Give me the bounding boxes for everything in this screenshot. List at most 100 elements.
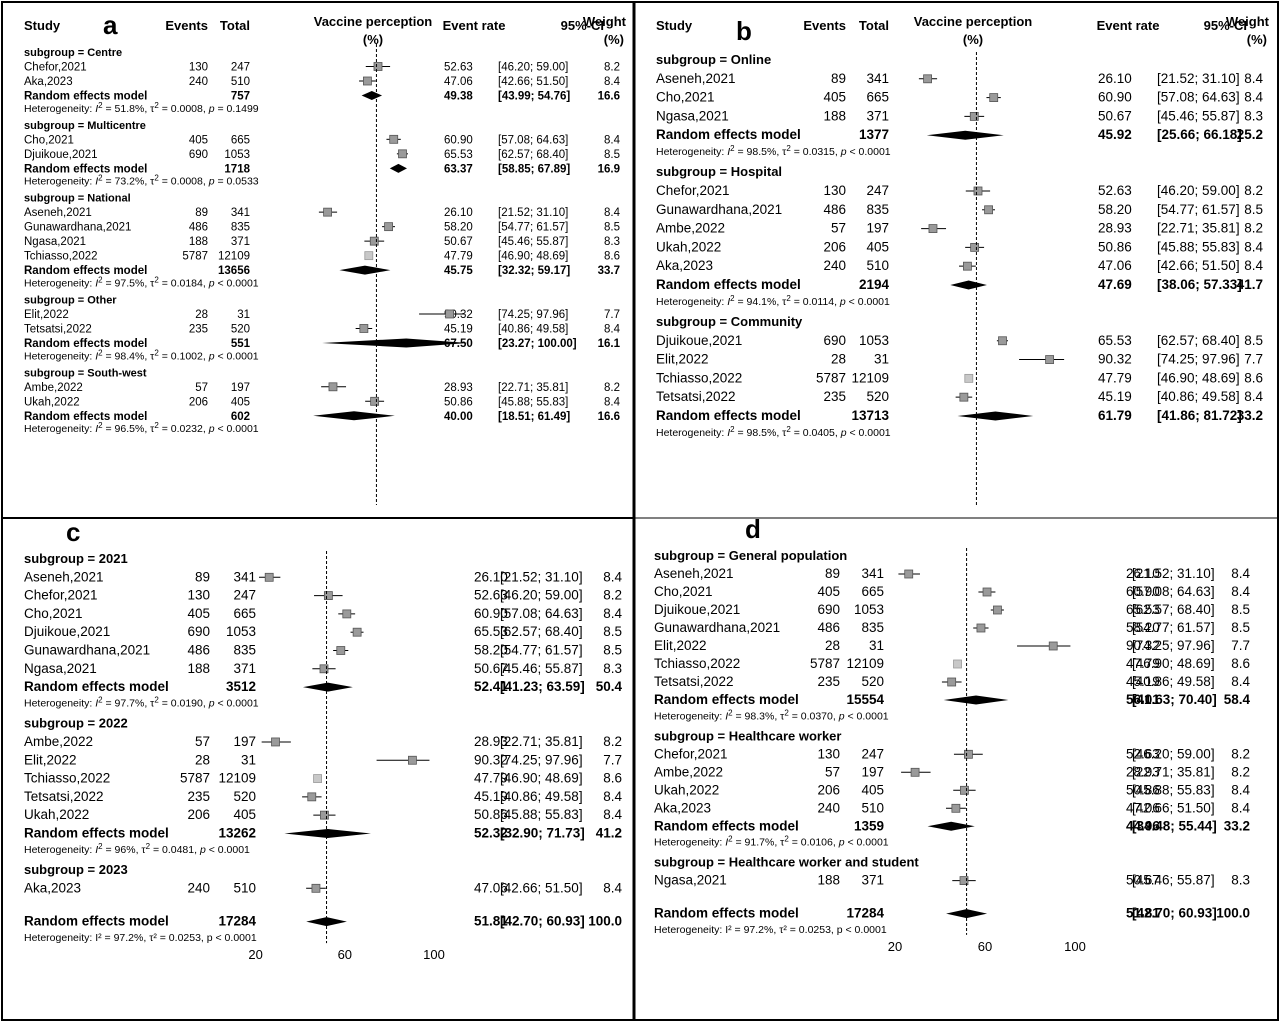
study-name: Ukah,2022 (656, 239, 721, 254)
study-row: Aka,2023 240 510 47.06 [42.66; 51.50] 8.4 (656, 258, 1263, 273)
study-total: 341 (231, 207, 250, 219)
study-events: 240 (187, 880, 210, 895)
study-total: 405 (861, 782, 884, 797)
header-perception: Vaccine perception (914, 14, 1033, 29)
study-events: 5787 (816, 370, 846, 385)
study-name: Ngasa,2021 (24, 236, 86, 248)
study-event-rate: 26.10 (1126, 566, 1160, 581)
forest-panel-b: b subgroup = Online Aseneh,2021 89 341 26.10 [… (656, 16, 1263, 505)
study-weight: 7.7 (603, 752, 622, 767)
study-events: 188 (823, 108, 846, 123)
point-estimate-box (947, 677, 957, 687)
study-event-rate: 28.93 (1126, 764, 1160, 779)
study-total: 510 (866, 258, 889, 273)
overall-event-rate: 51.81 (474, 914, 508, 929)
study-weight: 8.2 (1231, 764, 1250, 779)
subgroup-title: subgroup = Community (656, 314, 803, 329)
study-total: 12109 (851, 370, 889, 385)
study-weight: 8.4 (603, 569, 622, 584)
pooled-diamond (957, 411, 1034, 421)
study-weight: 8.4 (1244, 389, 1263, 404)
study-ci: [46.20; 59.00] (498, 62, 568, 74)
study-ci: [42.66; 51.50] (1132, 800, 1215, 815)
point-estimate-box (364, 251, 374, 261)
study-ci: [45.88; 55.83] (1157, 239, 1240, 254)
pooled-total: 13713 (851, 408, 889, 423)
header-study: Study (24, 18, 61, 33)
study-name: Aseneh,2021 (24, 569, 104, 584)
point-estimate-box (319, 664, 329, 674)
pooled-diamond (284, 828, 371, 838)
study-events: 206 (817, 782, 840, 797)
study-ci: [57.08; 64.63] (1157, 90, 1240, 105)
point-estimate-box (328, 382, 338, 392)
study-name: Ambe,2022 (24, 734, 93, 749)
study-total: 247 (861, 746, 884, 761)
point-estimate-box (960, 785, 969, 795)
study-ci: [40.86; 49.58] (500, 789, 583, 804)
study-events: 89 (825, 566, 840, 581)
study-name: Gunawardhana,2021 (656, 202, 782, 217)
point-estimate-box (359, 324, 369, 333)
pooled-weight: 33.2 (1237, 408, 1263, 423)
subgroup-title: subgroup = 2022 (24, 716, 128, 731)
study-ci: [62.57; 68.40] (1157, 333, 1240, 348)
study-event-rate: 47.06 (1126, 800, 1160, 815)
header-event-rate: Event rate (443, 18, 506, 33)
study-row: Djuikoue,2021 690 1053 65.53[62.57; 68.40] 8… (24, 624, 622, 639)
column-headers: Study Events Total Vaccine perception (%) Eve… (24, 14, 627, 47)
point-estimate-box (313, 774, 322, 783)
point-estimate-box (1045, 355, 1055, 364)
point-estimate-box (982, 587, 992, 597)
study-total: 197 (233, 734, 256, 749)
study-weight: 8.4 (604, 76, 621, 88)
study-name: Cho,2021 (24, 606, 83, 621)
pooled-row: Random effects model 1359 44.96[34.48; 55.… (654, 818, 1250, 848)
x-tick-label: 60 (338, 947, 352, 962)
pooled-weight: 16.1 (598, 338, 621, 350)
study-ci: [45.88; 55.83] (1132, 782, 1215, 797)
pooled-weight: 16.6 (598, 411, 620, 423)
study-name: Tchiasso,2022 (24, 251, 98, 263)
point-estimate-box (989, 93, 999, 102)
study-name: Chefor,2021 (654, 746, 728, 761)
study-total: 665 (233, 606, 256, 621)
point-estimate-box (1048, 641, 1058, 651)
pooled-total: 2194 (859, 277, 890, 292)
subgroup-title: subgroup = 2023 (24, 862, 128, 877)
study-ci: [62.57; 68.40] (498, 149, 568, 161)
study-ci: [57.08; 64.63] (500, 606, 583, 621)
study-event-rate: 58.20 (1098, 202, 1132, 217)
study-event-rate: 60.90 (444, 134, 473, 146)
point-estimate-box (445, 309, 455, 319)
study-row: Ngasa,2021 188 371 50.67[45.46; 55.87] 8.3 (654, 873, 1250, 888)
study-weight: 8.2 (1231, 746, 1250, 761)
point-estimate-box (336, 646, 346, 655)
study-event-rate: 45.19 (1098, 389, 1132, 404)
study-total: 510 (861, 800, 884, 815)
header-perception: Vaccine perception (314, 14, 433, 29)
study-total: 1053 (854, 602, 884, 617)
panel-label: d (745, 514, 761, 544)
study-ci: [74.25; 97.96] (498, 309, 568, 321)
study-weight: 7.7 (1231, 638, 1250, 653)
study-name: Elit,2022 (656, 352, 709, 367)
study-event-rate: 65.53 (474, 624, 508, 639)
study-row: Chefor,2021 130 247 52.63[46.20; 59.00] 8.2 (24, 588, 622, 603)
subgroup-title: subgroup = Healthcare worker (654, 728, 841, 743)
header-study: Study (656, 18, 693, 33)
subgroup-title: subgroup = Healthcare worker and student (654, 855, 919, 870)
study-events: 486 (823, 202, 846, 217)
pooled-event-rate: 52.32 (474, 825, 508, 840)
study-name: Ngasa,2021 (656, 108, 729, 123)
study-name: Ngasa,2021 (654, 873, 727, 888)
subgroup-block: subgroup = General population Aseneh,2021… (654, 548, 1250, 722)
study-row: Cho,2021 405 665 60.90[57.08; 64.63] 8.4 (24, 606, 622, 621)
study-events: 405 (823, 90, 846, 105)
study-event-rate: 26.10 (444, 207, 473, 219)
study-name: Elit,2022 (24, 309, 69, 321)
study-total: 371 (861, 873, 884, 888)
point-estimate-box (959, 876, 969, 885)
point-estimate-box (311, 883, 321, 893)
point-estimate-box (352, 627, 362, 637)
